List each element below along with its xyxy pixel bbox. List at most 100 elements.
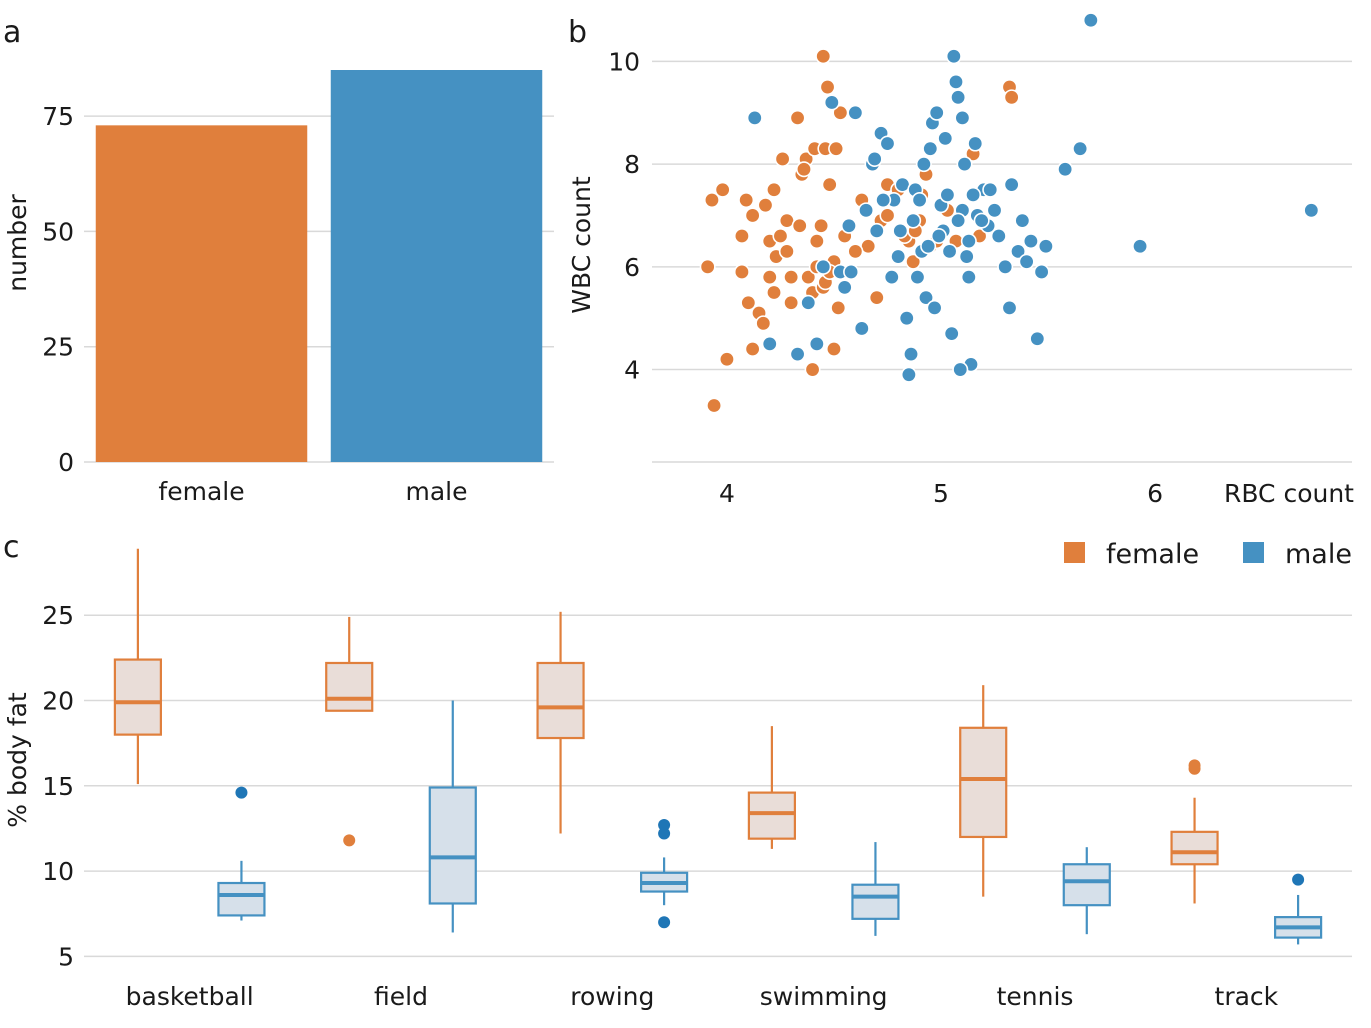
panel-b-point-male — [1018, 253, 1035, 270]
panel-b-point-female — [905, 253, 922, 270]
panel-b-point-male — [892, 222, 909, 239]
panel-b-point-female — [766, 181, 783, 198]
panel-c-x-tick-label: rowing — [570, 982, 654, 1011]
panel-b-point-female — [744, 340, 761, 357]
panel-a-y-ticks: 0 25 50 75 — [42, 102, 74, 477]
panel-b-point-male — [1010, 243, 1027, 260]
panel-c-box-plot: c female male 5 10 15 20 25 basketball field r… — [3, 530, 1352, 1011]
panel-c-female-swimming-box — [747, 791, 796, 840]
panel-a-tag: a — [3, 15, 21, 50]
panel-b-point-male — [761, 335, 778, 352]
panel-b-point-female — [774, 150, 791, 167]
panel-b-point-male — [900, 366, 917, 383]
panel-a-bars — [95, 70, 543, 462]
panel-a-y-tick-label: 75 — [42, 102, 74, 131]
panel-b-point-female — [778, 243, 795, 260]
panel-b-point-male — [918, 289, 935, 306]
panel-b-point-male — [967, 135, 984, 152]
panel-b-point-male — [952, 361, 969, 378]
panel-a-y-axis-label: number — [3, 193, 32, 291]
panel-b-y-tick-label: 6 — [624, 253, 640, 282]
panel-c-male-rowing-outlier — [658, 827, 671, 840]
panel-b-point-male — [915, 156, 932, 173]
panel-a-x-tick-label: male — [406, 477, 468, 506]
panel-b-point-male — [920, 238, 937, 255]
panel-b-point-male — [866, 150, 883, 167]
panel-c-y-tick-label: 5 — [58, 942, 74, 971]
panel-b-point-female — [808, 233, 825, 250]
panel-b-point-male — [836, 279, 853, 296]
panel-b-point-male — [926, 299, 943, 316]
panel-a-bar-male — [330, 70, 543, 462]
panel-b-point-female — [733, 263, 750, 280]
panel-b-point-male — [950, 89, 967, 106]
panel-b-point-male — [1082, 12, 1099, 29]
panel-b-x-tick-label: 5 — [933, 479, 949, 508]
legend-male-swatch — [1243, 542, 1264, 563]
panel-b-x-tick-label: 6 — [1147, 479, 1163, 508]
panel-b-point-female — [766, 284, 783, 301]
panel-b-points — [699, 12, 1320, 414]
panel-c-y-tick-label: 15 — [42, 772, 74, 801]
panel-c-x-tick-label: tennis — [997, 982, 1074, 1011]
panel-a-x-tick-label: female — [158, 477, 244, 506]
panel-c-male-swimming-box — [851, 883, 900, 920]
panel-b-point-male — [843, 263, 860, 280]
panel-c-y-tick-label: 10 — [42, 857, 74, 886]
panel-b-point-male — [939, 186, 956, 203]
panel-b-point-female — [847, 243, 864, 260]
panel-b-point-male — [1072, 140, 1089, 157]
panel-c-female-track-outlier — [1188, 759, 1201, 772]
panel-b-point-male — [898, 310, 915, 327]
panel-b-point-male — [922, 140, 939, 157]
panel-b-point-male — [990, 228, 1007, 245]
panel-b-point-male — [815, 258, 832, 275]
panel-b-scatter-plot: b 4 6 8 10 4 5 6 RBC count WBC count — [567, 12, 1354, 508]
panel-c-x-tick-label: basketball — [126, 982, 254, 1011]
panel-b-point-male — [928, 104, 945, 121]
panel-b-point-male — [950, 212, 967, 229]
panel-b-point-male — [958, 248, 975, 265]
panel-b-point-male — [875, 192, 892, 209]
panel-b-point-female — [783, 294, 800, 311]
panel-b-point-male — [840, 217, 857, 234]
panel-c-male-track-outlier — [1292, 873, 1305, 886]
panel-c-male-basketball-box — [217, 881, 266, 917]
panel-c-x-tick-label: field — [374, 982, 428, 1011]
panel-b-point-female — [789, 109, 806, 126]
panel-b-point-male — [945, 48, 962, 65]
panel-c-female-basketball-box — [113, 658, 162, 736]
panel-c-tag: c — [3, 530, 20, 565]
panel-b-point-female — [703, 192, 720, 209]
panel-b-point-male — [954, 109, 971, 126]
panel-c-male-tennis-box — [1062, 863, 1111, 907]
panel-b-point-male — [982, 181, 999, 198]
panel-b-point-male — [808, 335, 825, 352]
panel-b-point-male — [800, 294, 817, 311]
panel-c-x-tick-label: swimming — [760, 982, 888, 1011]
panel-b-point-female — [825, 340, 842, 357]
panel-b-point-female — [755, 315, 772, 332]
panel-c-female-tennis-box — [959, 726, 1008, 839]
panel-b-point-female — [868, 289, 885, 306]
panel-b-point-female — [800, 269, 817, 286]
panel-c-female-field-outlier — [343, 834, 356, 847]
panel-b-point-female — [757, 197, 774, 214]
panel-b-point-female — [819, 79, 836, 96]
panel-b-point-male — [1033, 263, 1050, 280]
panel-b-point-male — [868, 222, 885, 239]
panel-b-point-male — [1037, 238, 1054, 255]
panel-b-point-female — [744, 207, 761, 224]
panel-b-point-female — [815, 48, 832, 65]
panel-a-x-ticks: female male — [158, 477, 467, 506]
legend-female-swatch — [1064, 542, 1085, 563]
panel-b-y-tick-label: 8 — [624, 150, 640, 179]
panel-c-female-track-box — [1170, 830, 1219, 866]
panel-b-point-female — [738, 192, 755, 209]
panel-b-point-female — [772, 228, 789, 245]
panel-b-point-male — [941, 243, 958, 260]
panel-c-y-axis-label: % body fat — [3, 692, 32, 828]
panel-b-point-male — [973, 212, 990, 229]
legend-female-label: female — [1106, 539, 1199, 570]
panel-b-point-male — [1029, 330, 1046, 347]
